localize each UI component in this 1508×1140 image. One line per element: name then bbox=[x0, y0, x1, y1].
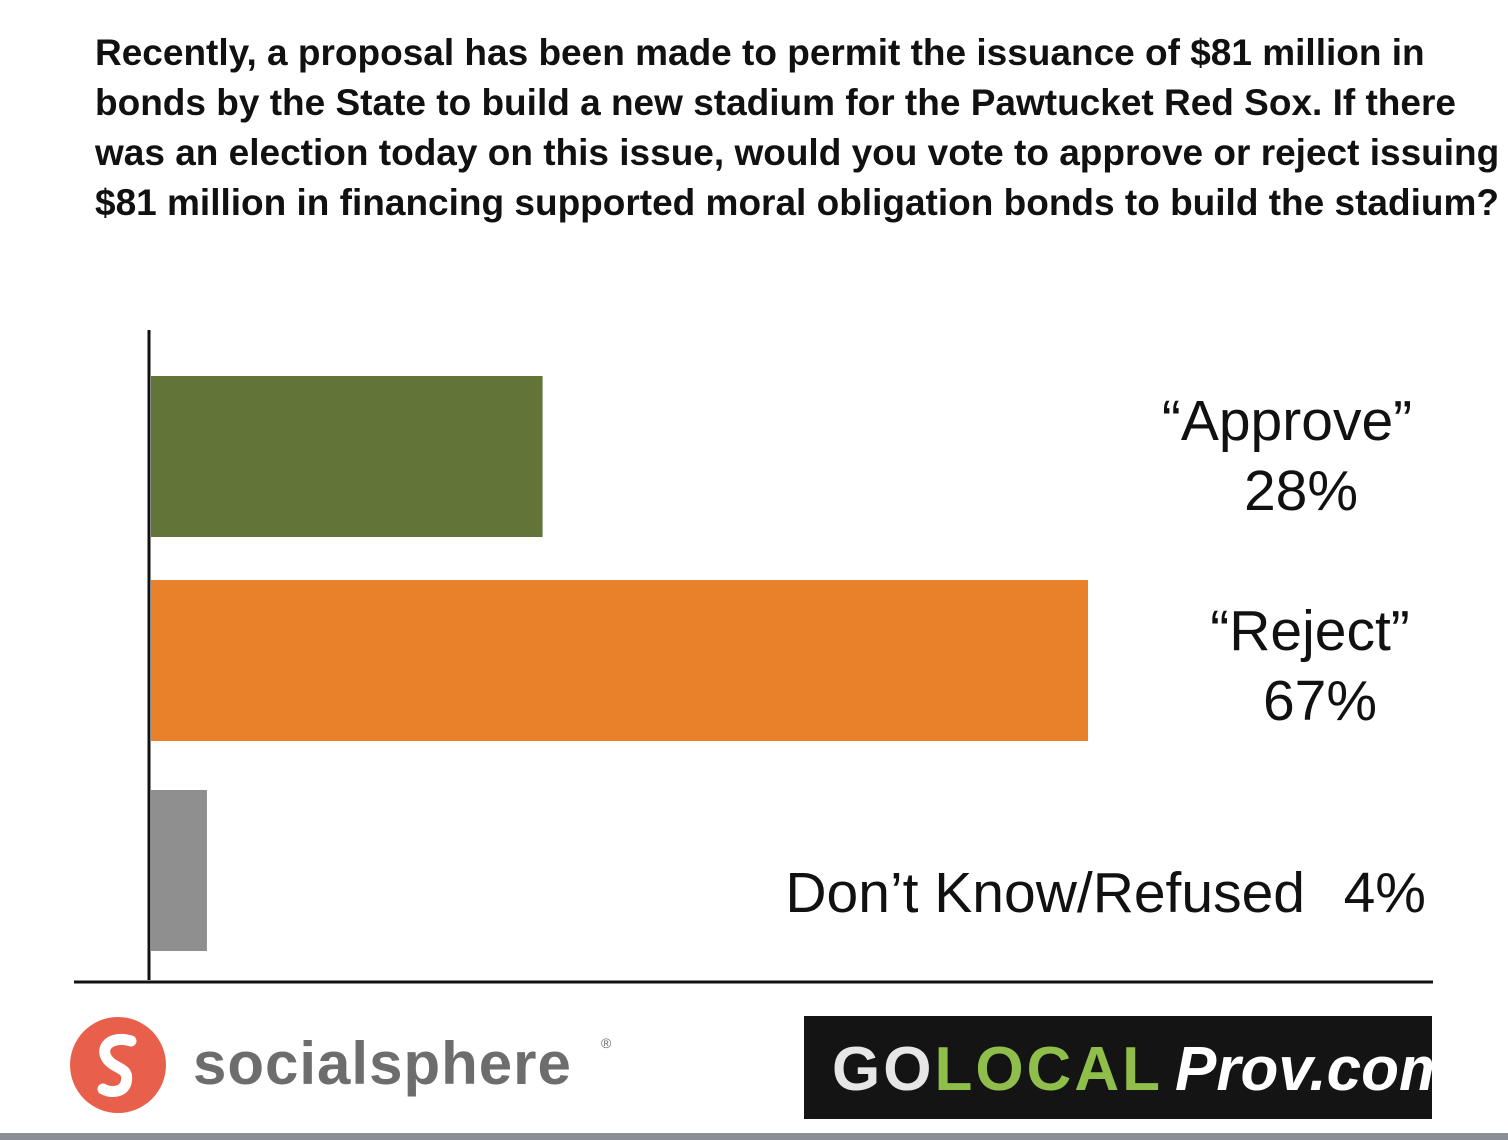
socialsphere-logo: socialsphere ® bbox=[68, 1015, 628, 1115]
labels-layer: “Approve” 28% “Reject” 67% Don’t Know/Re… bbox=[785, 389, 1426, 925]
bars-layer bbox=[151, 376, 1088, 951]
category-label-reject: “Reject” bbox=[1210, 599, 1410, 663]
golocal-wordmark: GOLOCAL Prov.com bbox=[832, 1034, 1454, 1105]
golocal-local-text: LOCAL bbox=[934, 1035, 1163, 1104]
registered-mark: ® bbox=[601, 1035, 612, 1051]
category-label-dont-know: Don’t Know/Refused bbox=[785, 861, 1305, 925]
golocal-prov-logo: GOLOCAL Prov.com bbox=[804, 1016, 1454, 1119]
value-label-dont-know: 4% bbox=[1344, 861, 1426, 925]
value-label-reject: 67% bbox=[1263, 669, 1377, 733]
survey-question: Recently, a proposal has been made to pe… bbox=[95, 32, 1500, 223]
golocal-prov-text: Prov.com bbox=[1174, 1035, 1455, 1104]
value-label-approve: 28% bbox=[1244, 459, 1358, 523]
category-label-approve: “Approve” bbox=[1162, 389, 1412, 453]
bar-reject bbox=[151, 580, 1088, 741]
bottom-rule bbox=[0, 1133, 1508, 1140]
bar-approve bbox=[151, 376, 543, 537]
socialsphere-wordmark: socialsphere bbox=[193, 1030, 572, 1097]
golocal-go-text: GO bbox=[832, 1035, 935, 1104]
bar-dont-know bbox=[151, 790, 207, 951]
socialsphere-mark-icon bbox=[70, 1017, 166, 1113]
